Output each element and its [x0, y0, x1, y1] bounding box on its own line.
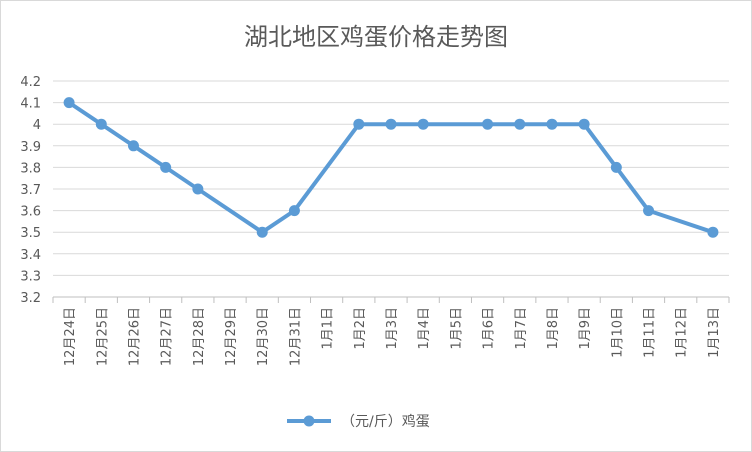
data-point — [578, 118, 590, 130]
data-point — [288, 205, 300, 217]
series-eggs — [63, 97, 719, 238]
data-point — [256, 226, 268, 238]
y-tick-label: 3.7 — [20, 183, 41, 198]
data-point — [643, 205, 655, 217]
x-tick-label: 12月24日 — [63, 307, 78, 366]
x-tick-label: 1月11日 — [643, 307, 658, 358]
data-point — [192, 183, 204, 195]
legend-marker — [303, 415, 315, 427]
x-tick-label: 1月6日 — [482, 307, 497, 350]
x-tick-label: 1月8日 — [546, 307, 561, 350]
x-tick-label: 1月10日 — [610, 307, 625, 358]
data-point — [482, 118, 494, 130]
x-tick-label: 1月7日 — [514, 307, 529, 350]
y-tick-label: 3.8 — [20, 161, 41, 176]
y-tick-label: 4.2 — [20, 75, 41, 90]
x-tick-label: 1月5日 — [449, 307, 464, 350]
x-tick-label: 12月29日 — [224, 307, 239, 366]
x-tick-label: 12月31日 — [288, 307, 303, 366]
x-tick-label: 1月1日 — [321, 307, 336, 350]
y-tick-label: 3.4 — [20, 248, 41, 263]
x-tick-label: 12月27日 — [160, 307, 175, 366]
legend-label: （元/斤）鸡蛋 — [341, 413, 430, 430]
data-point — [610, 161, 622, 173]
x-tick-label: 12月26日 — [127, 307, 142, 366]
y-axis-labels: 3.2 3.3 3.4 3.5 3.6 3.7 3.8 3.9 4 4.1 4.2 — [20, 75, 41, 306]
x-tick-label: 12月30日 — [256, 307, 271, 366]
y-tick-label: 3.3 — [20, 269, 41, 284]
y-tick-label: 4 — [33, 118, 41, 133]
x-tick-label: 1月13日 — [707, 307, 722, 358]
x-tick-label: 1月9日 — [578, 307, 593, 350]
y-tick-label: 3.5 — [20, 226, 41, 241]
x-tick-label: 12月28日 — [192, 307, 207, 366]
chart-title: 湖北地区鸡蛋价格走势图 — [244, 23, 508, 51]
y-tick-label: 3.6 — [20, 205, 41, 220]
data-point — [385, 118, 397, 130]
x-tick-label: 1月12日 — [675, 307, 690, 358]
gridlines — [53, 80, 729, 298]
y-tick-label: 3.2 — [20, 291, 41, 306]
x-tick-label: 12月25日 — [95, 307, 110, 366]
legend: （元/斤）鸡蛋 — [287, 413, 430, 430]
data-point — [63, 97, 75, 109]
x-tick-label: 1月3日 — [385, 307, 400, 350]
y-tick-label: 4.1 — [20, 97, 41, 112]
data-point — [160, 161, 172, 173]
data-point — [546, 118, 558, 130]
x-axis: 12月24日 12月25日 12月26日 12月27日 12月28日 12月29日 12月3… — [52, 297, 730, 366]
data-point — [417, 118, 429, 130]
x-tick-label: 1月2日 — [353, 307, 368, 350]
data-point — [514, 118, 526, 130]
data-point — [95, 118, 107, 130]
y-tick-label: 3.9 — [20, 140, 41, 155]
data-point — [707, 226, 719, 238]
x-tick-label: 1月4日 — [417, 307, 432, 350]
data-point — [127, 140, 139, 152]
data-point — [353, 118, 365, 130]
